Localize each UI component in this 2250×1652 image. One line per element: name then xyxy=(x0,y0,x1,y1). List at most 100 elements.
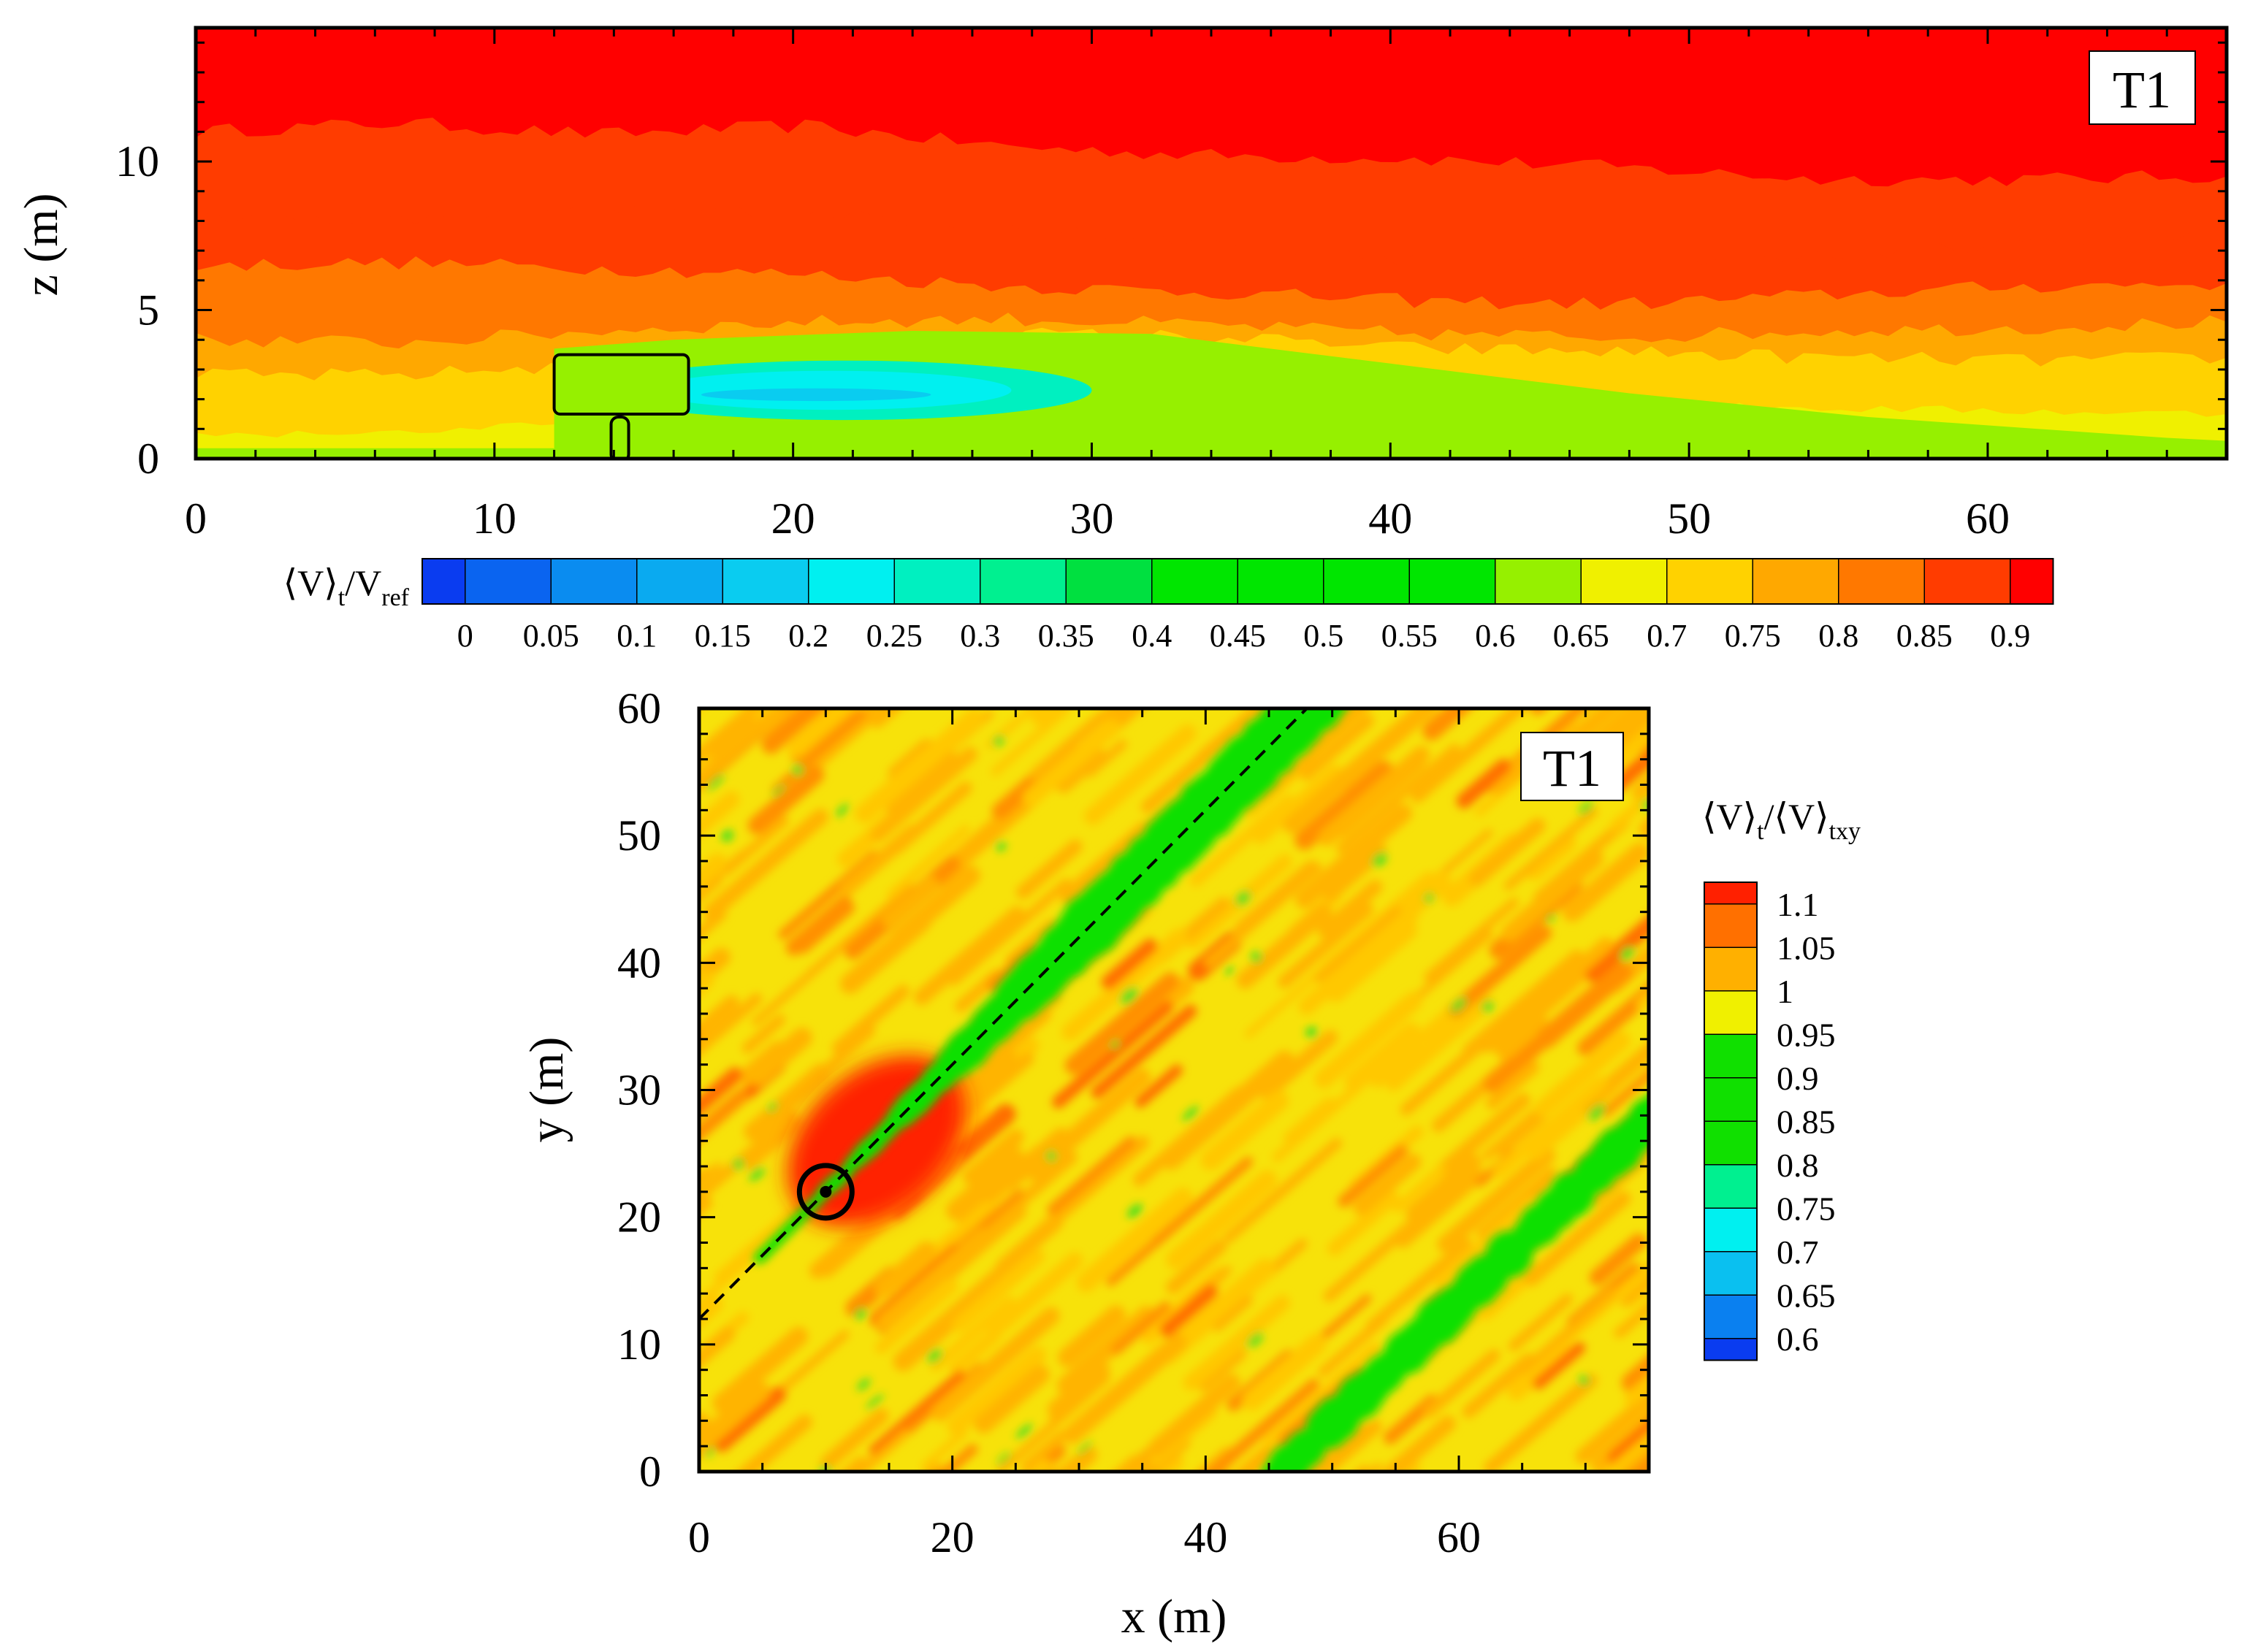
bottom-streak xyxy=(798,708,890,777)
bottom-streak xyxy=(1291,662,1320,687)
bottom-streak xyxy=(1500,849,1604,942)
bottom-streak xyxy=(699,853,728,892)
horizontal-colorbar-labels: 0 0.05 0.1 0.15 0.2 0.25 0.3 0.35 0.4 0.45 0.5 0.55… xyxy=(457,618,2031,654)
bottom-streak xyxy=(939,1444,978,1472)
horizontal-colorbar: ⟨V⟩t/Vref 0 0.05 0.1 0.15 0.2 0.25 0.3 0.35 0.4 0… xyxy=(283,558,2054,654)
horizontal-colorbar-cell xyxy=(1838,558,1925,605)
top-panel-tag: T1 xyxy=(2089,50,2196,125)
bottom-streak xyxy=(1508,1293,1574,1352)
bottom-second-wake-segment xyxy=(1641,1065,1706,1129)
bottom-green-speck xyxy=(1424,892,1434,903)
top-x-tick-label: 30 xyxy=(1069,494,1113,543)
bottom-green-speck xyxy=(1077,1440,1093,1455)
bottom-streak xyxy=(874,1280,958,1354)
bottom-streak xyxy=(1166,1239,1227,1295)
bottom-streak xyxy=(986,1252,1083,1339)
top-x-tick-labels: 0 10 20 30 40 50 60 xyxy=(185,494,2010,543)
horizontal-colorbar-cell xyxy=(893,558,981,605)
top-y-tick-label: 10 xyxy=(115,137,159,186)
bottom-streak xyxy=(1223,1138,1343,1244)
bottom-green-speck xyxy=(706,773,725,790)
bottom-streak xyxy=(962,1128,1024,1185)
bottom-streak xyxy=(1259,1030,1338,1101)
bottom-green-speck xyxy=(733,1158,744,1170)
bottom-wake-centerline xyxy=(699,708,1308,1320)
bottom-green-speck xyxy=(1372,852,1387,867)
bottom-streak xyxy=(699,1381,771,1458)
bottom-streak xyxy=(699,1088,747,1138)
horizontal-colorbar-label: 0.5 xyxy=(1303,618,1343,654)
bottom-streak xyxy=(1161,1050,1295,1170)
horizontal-colorbar-frame xyxy=(422,558,2054,605)
bottom-streak xyxy=(1205,1378,1320,1472)
bottom-streak xyxy=(1272,1065,1382,1163)
bottom-streak xyxy=(741,1014,786,1054)
bottom-streak xyxy=(1197,1347,1247,1392)
bottom-x-tick-label: 20 xyxy=(931,1513,975,1561)
bottom-streak xyxy=(945,1171,999,1221)
bottom-streak xyxy=(870,746,978,843)
bottom-streak xyxy=(1562,842,1649,922)
bottom-streak xyxy=(1582,1492,1631,1535)
bottom-streak xyxy=(699,1294,723,1329)
bottom-streak xyxy=(1589,1234,1647,1286)
vertical-colorbar-label: 0.8 xyxy=(1777,1147,1819,1184)
bottom-streak xyxy=(1392,1164,1446,1213)
bottom-streak xyxy=(1326,919,1418,1003)
horizontal-colorbar-cell xyxy=(1495,558,1582,605)
bottom-streak xyxy=(628,1025,679,1070)
top-wake-region xyxy=(554,331,2227,459)
bottom-streak xyxy=(1580,1040,1649,1112)
top-x-tick-label: 10 xyxy=(473,494,516,543)
bottom-y-tick-label: 10 xyxy=(617,1320,661,1369)
bottom-streak xyxy=(930,1296,1015,1372)
bottom-streak xyxy=(1607,1418,1649,1465)
bottom-streak xyxy=(619,1132,665,1171)
bottom-green-speck xyxy=(993,735,1004,746)
bottom-streak xyxy=(1076,1188,1193,1293)
bottom-streak xyxy=(1422,708,1472,741)
bottom-streak xyxy=(996,1214,1064,1275)
bottom-streak xyxy=(1253,764,1342,844)
bottom-streak xyxy=(748,1027,812,1086)
vertical-colorbar-cell xyxy=(1704,1251,1758,1296)
bottom-streak xyxy=(947,1346,1047,1436)
vertical-colorbar-cell xyxy=(1704,903,1758,948)
bottom-streak xyxy=(1318,1314,1389,1377)
bottom-streak xyxy=(1155,1455,1184,1472)
bottom-streak xyxy=(1532,1342,1586,1390)
bottom-streak xyxy=(1140,714,1253,814)
bottom-streak xyxy=(778,850,880,940)
horizontal-colorbar-label: 0.55 xyxy=(1381,618,1438,654)
bottom-streak xyxy=(1609,789,1649,832)
bottom-streak xyxy=(1056,1305,1156,1395)
bottom-streak xyxy=(1436,1093,1530,1177)
horizontal-colorbar-label: 0.05 xyxy=(523,618,579,654)
bottom-green-speck xyxy=(1110,1040,1120,1049)
bottom-streak xyxy=(985,708,1038,749)
vertical-colorbar-frame xyxy=(1704,882,1758,1361)
bottom-streak xyxy=(1620,1276,1649,1308)
bottom-streak xyxy=(1314,906,1402,983)
bottom-streak xyxy=(596,749,676,819)
bottom-green-speck xyxy=(1016,1423,1033,1439)
horizontal-colorbar-cell xyxy=(722,558,809,605)
bottom-green-speck xyxy=(996,841,1006,852)
bottom-streak xyxy=(1262,1342,1383,1450)
bottom-streak xyxy=(699,1326,736,1369)
top-contour-panel: 0 10 20 30 40 50 60 0 5 10 z (m) T1 xyxy=(15,26,2229,543)
vertical-colorbar-cell xyxy=(1704,1033,1758,1079)
bottom-streak xyxy=(1609,747,1649,793)
bottom-streak xyxy=(855,708,984,824)
bottom-streak xyxy=(787,708,856,758)
bottom-streak xyxy=(1022,719,1121,807)
horizontal-colorbar-cell xyxy=(550,558,638,605)
bottom-streak xyxy=(741,1114,802,1170)
bottom-streak xyxy=(1166,1170,1278,1270)
bottom-green-speck xyxy=(866,1393,884,1410)
bottom-streak xyxy=(1101,938,1158,990)
bottom-streak xyxy=(890,781,972,855)
bottom-streak xyxy=(1110,1301,1171,1355)
bottom-streak xyxy=(949,1328,1002,1376)
bottom-streak xyxy=(1062,1333,1187,1444)
